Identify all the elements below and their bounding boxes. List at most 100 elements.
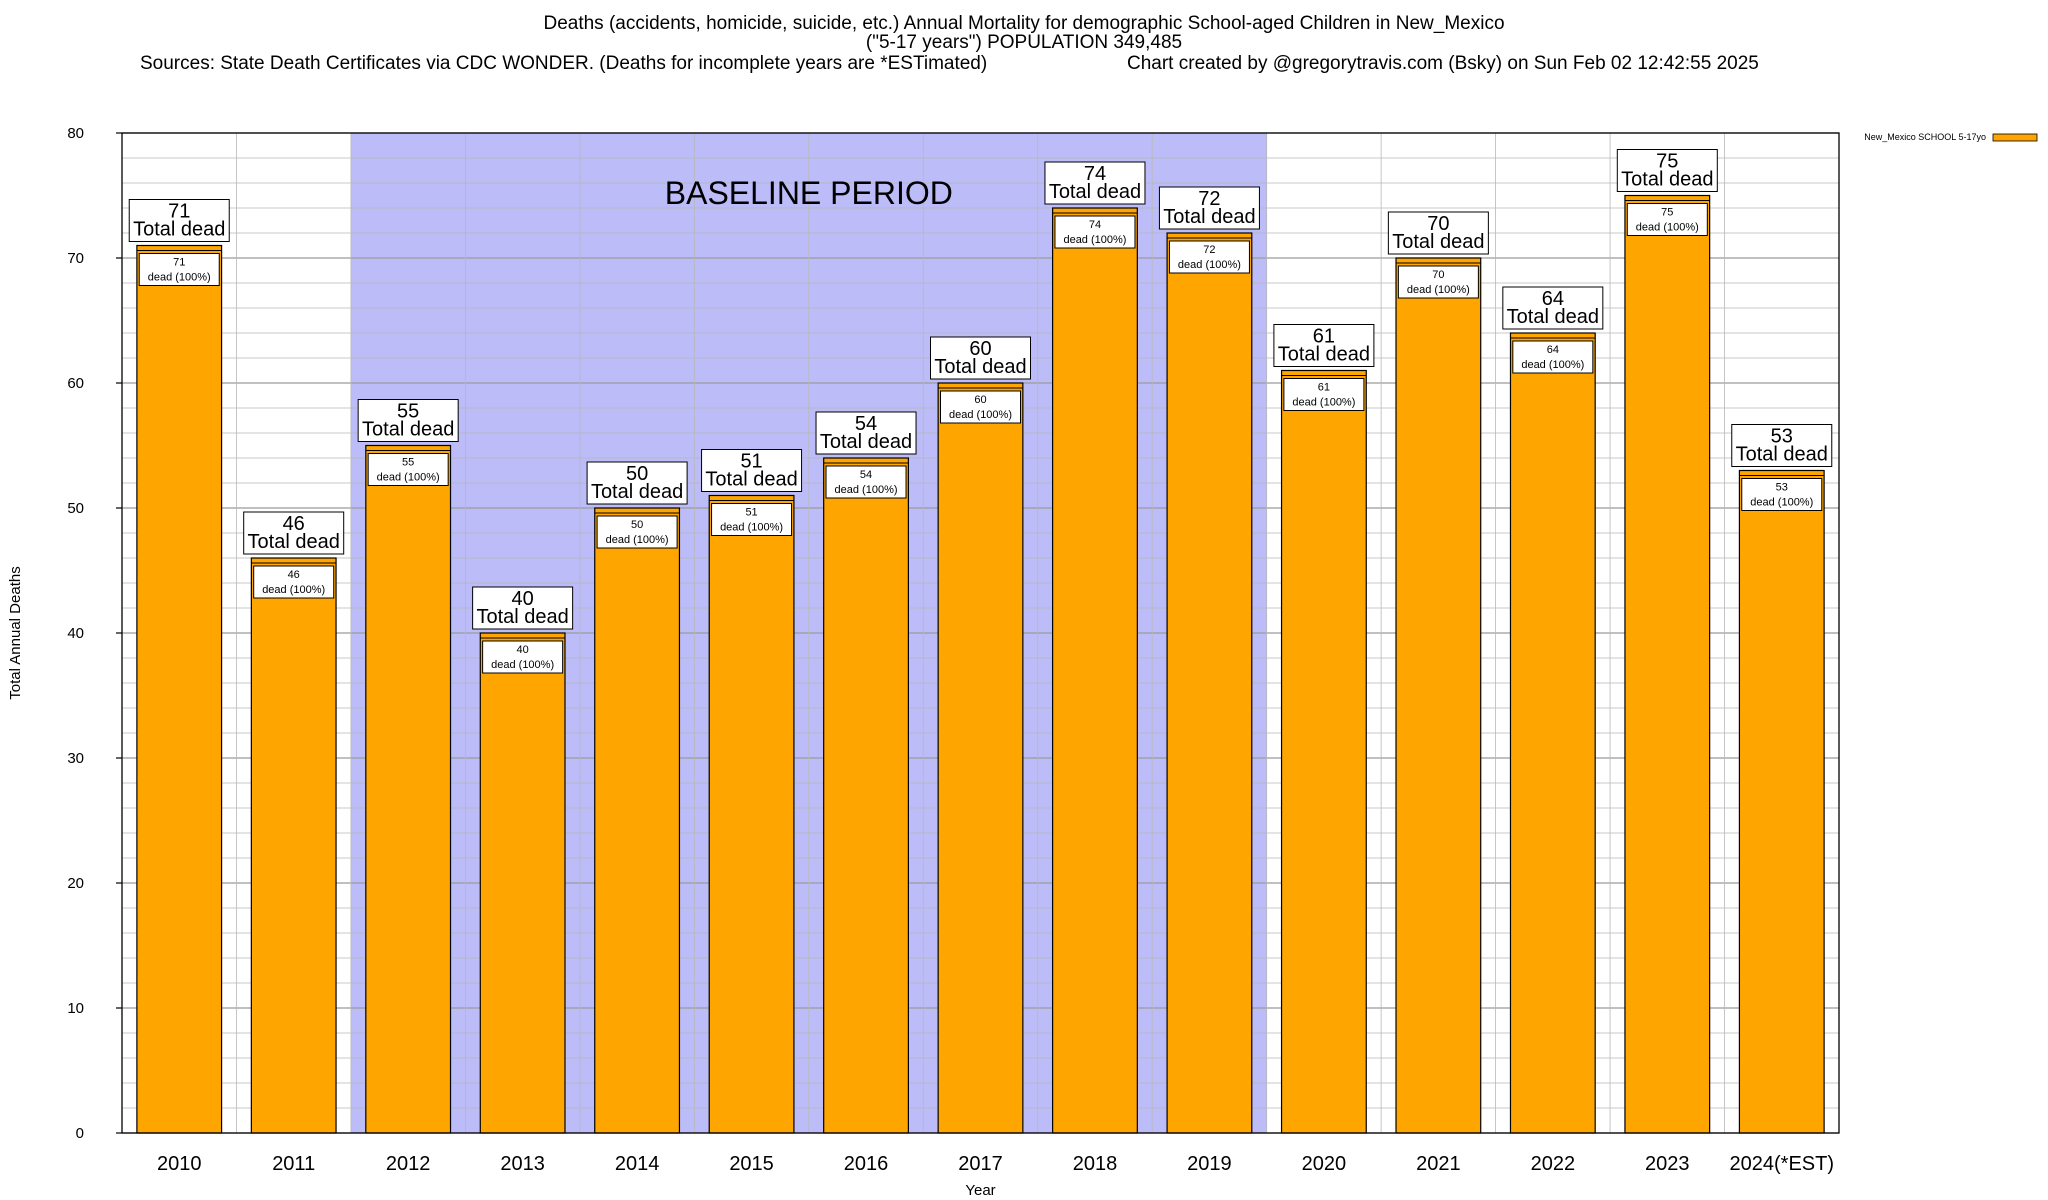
segment-label-box [711, 503, 793, 536]
total-value-label: 50 [626, 463, 648, 485]
total-label-box [1044, 161, 1146, 205]
total-dead-label: Total dead [1621, 169, 1713, 191]
segment-label-box [1512, 340, 1594, 374]
x-tick-label: 2019 [1187, 1153, 1232, 1175]
x-tick-label: 2017 [958, 1153, 1003, 1175]
total-dead-label: Total dead [476, 606, 568, 628]
total-dead-label: Total dead [133, 219, 225, 241]
segment-value-label: 55 [402, 457, 414, 469]
segment-value-label: 64 [1547, 344, 1559, 356]
total-label-box [930, 336, 1031, 380]
segment-label-box [940, 390, 1021, 424]
bar [1052, 207, 1138, 1134]
total-label-box [1731, 424, 1833, 467]
legend-label: New_Mexico SCHOOL 5-17yo [1864, 132, 1986, 142]
bar [1395, 257, 1482, 1134]
segment-percent-label: dead (100%) [1292, 397, 1355, 409]
total-dead-label: Total dead [1278, 344, 1370, 366]
y-tick-label: 0 [76, 1125, 84, 1142]
segment-value-label: 46 [288, 569, 300, 581]
total-label-box [128, 199, 230, 242]
segment-value-label: 60 [974, 394, 986, 406]
bar [708, 494, 795, 1134]
y-tick-label: 30 [67, 750, 84, 767]
segment-percent-label: dead (100%) [1750, 497, 1813, 509]
segment-percent-label: dead (100%) [1407, 284, 1470, 296]
segment-value-label: 51 [745, 507, 757, 519]
segment-label-box [1168, 240, 1250, 274]
bar [823, 457, 909, 1134]
axes-layer: 0 10 20 30 40 50 60 70 80 2010 2011 2012 2013 2014 201… [7, 125, 1840, 1199]
x-tick-label: 2020 [1302, 1153, 1347, 1175]
bar [594, 507, 681, 1134]
total-dead-label: Total dead [1507, 306, 1599, 328]
bar [1166, 232, 1253, 1134]
chart-subtitle: ("5-17 years") POPULATION 349,485 [865, 32, 1183, 53]
total-value-label: 70 [1427, 213, 1449, 235]
segment-percent-label: dead (100%) [1063, 234, 1126, 246]
bar [1509, 332, 1596, 1134]
total-label-box [1273, 324, 1375, 367]
segment-percent-label: dead (100%) [262, 584, 325, 596]
segment-label-box [1054, 215, 1136, 249]
segment-percent-label: dead (100%) [1636, 222, 1699, 234]
total-dead-label: Total dead [1736, 444, 1828, 466]
x-tick-label: 2014 [615, 1153, 660, 1175]
segment-percent-label: dead (100%) [1178, 259, 1241, 271]
total-value-label: 55 [397, 401, 419, 423]
total-value-label: 71 [168, 201, 190, 223]
x-tick-label: 2012 [386, 1153, 431, 1175]
segment-percent-label: dead (100%) [949, 409, 1012, 421]
segment-percent-label: dead (100%) [835, 484, 898, 496]
segment-label-box [482, 640, 564, 674]
x-tick-label: 2011 [272, 1153, 315, 1175]
total-dead-label: Total dead [1392, 231, 1484, 253]
segment-percent-label: dead (100%) [148, 272, 211, 284]
bar [1738, 469, 1825, 1134]
bar [250, 557, 337, 1134]
baseline-period-label: BASELINE PERIOD [665, 175, 953, 211]
sources-note: Sources: State Death Certificates via CD… [140, 53, 988, 74]
total-value-label: 75 [1656, 151, 1678, 173]
segment-percent-label: dead (100%) [720, 522, 783, 534]
y-tick-label: 20 [67, 875, 84, 892]
segment-label-box [1283, 378, 1365, 411]
y-tick-label: 80 [67, 125, 84, 142]
total-value-label: 60 [969, 338, 991, 360]
bar [365, 444, 452, 1134]
legend-swatch [1992, 133, 2038, 142]
segment-value-label: 50 [631, 519, 643, 531]
segment-label-box [1626, 203, 1708, 236]
total-value-label: 53 [1771, 426, 1793, 448]
y-tick-label: 60 [67, 375, 84, 392]
segment-label-box [253, 565, 335, 599]
segment-value-label: 54 [860, 469, 872, 481]
x-axis-label: Year [965, 1182, 995, 1199]
y-tick-label: 10 [67, 1000, 84, 1017]
y-axis-label: Total Annual Deaths [7, 566, 24, 699]
segment-label-box [138, 253, 220, 286]
total-dead-label: Total dead [820, 431, 912, 453]
segment-value-label: 40 [517, 644, 529, 656]
segment-percent-label: dead (100%) [606, 534, 669, 546]
total-dead-label: Total dead [934, 356, 1026, 378]
segment-value-label: 70 [1432, 269, 1444, 281]
chart-title: Deaths (accidents, homicide, suicide, et… [543, 13, 1505, 34]
total-value-label: 64 [1542, 288, 1564, 310]
segment-value-label: 72 [1203, 244, 1215, 256]
segment-percent-label: dead (100%) [491, 659, 554, 671]
bar [1280, 369, 1367, 1134]
total-value-label: 61 [1313, 326, 1335, 348]
total-label-box [1502, 286, 1604, 330]
total-label-box [357, 399, 459, 442]
total-label-box [1387, 211, 1489, 255]
x-tick-label: 2016 [844, 1153, 889, 1175]
segment-label-box [367, 453, 449, 486]
segment-label-box [1741, 478, 1823, 511]
y-tick-label: 40 [67, 625, 84, 642]
x-tick-label: 2023 [1645, 1153, 1690, 1175]
segment-value-label: 71 [173, 257, 185, 269]
total-value-label: 72 [1198, 188, 1220, 210]
